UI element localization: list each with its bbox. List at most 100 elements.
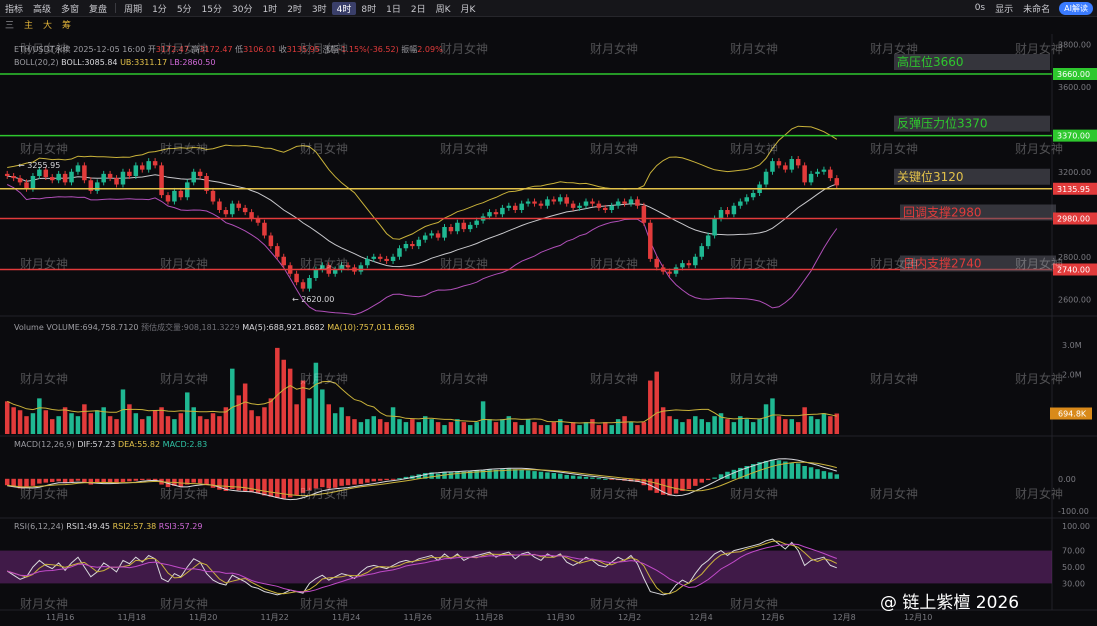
candle-body [693, 256, 698, 266]
toolbar-item-4[interactable]: 周期 [124, 4, 143, 15]
volume-ma-line [6, 380, 837, 424]
volume-bar [403, 422, 409, 434]
x-tick-label: 11月28 [475, 613, 503, 622]
macd-bar [371, 478, 377, 482]
volume-tick-label: 2.0M [1062, 371, 1082, 380]
volume-bar [133, 413, 139, 434]
candle-body [262, 222, 267, 236]
macd-bar [403, 476, 409, 479]
volume-bar [738, 416, 743, 434]
toolbar-item-5[interactable]: 1分 [152, 4, 167, 15]
toolbar-item-17[interactable]: 月K [460, 4, 476, 15]
macd-bar [268, 478, 274, 497]
candle-body [223, 210, 229, 215]
volume-bar [435, 422, 441, 434]
candle-body [127, 171, 132, 176]
candle-body [789, 159, 795, 170]
x-tick-label: 11月26 [404, 613, 432, 622]
account-button[interactable]: 未命名 [1023, 4, 1051, 15]
ai-button[interactable]: AI解读 [1059, 1, 1093, 15]
macd-bar [397, 478, 402, 480]
volume-bar [223, 407, 229, 434]
macd-bar [545, 472, 550, 479]
candle-body [358, 265, 364, 272]
low-label: 低 [235, 45, 244, 54]
volume-bar [686, 419, 692, 434]
toolbar-item-0[interactable]: 指标 [5, 4, 24, 15]
toolbar-item-7[interactable]: 15分 [201, 4, 222, 15]
toolbar-zero[interactable]: 0s [974, 3, 986, 13]
toolbar-item-15[interactable]: 2日 [410, 4, 426, 15]
macd-bar [140, 478, 145, 481]
volume-tick-label: 3.0M [1062, 341, 1082, 350]
candle-body [545, 199, 550, 206]
macd-bar [525, 470, 531, 479]
price-tick-label: 2600.00 [1058, 295, 1091, 304]
volume-bar [609, 425, 614, 434]
candle-body [725, 210, 730, 215]
volume-bar [500, 419, 505, 434]
display-button[interactable]: 显示 [995, 4, 1014, 15]
candle-body [493, 212, 499, 215]
candle-body [622, 201, 627, 204]
macd-bar [345, 478, 351, 486]
drawbar-item-2[interactable]: 大 [43, 20, 53, 31]
volume-bar [603, 422, 608, 434]
macd-bar [242, 478, 248, 491]
rsi-3: RSI3:57.29 [158, 522, 203, 531]
candle-body [519, 203, 524, 210]
macd-bar [320, 478, 325, 488]
volume-value: VOLUME:694,758.7120 [46, 323, 139, 332]
high-label: 高 [191, 45, 200, 54]
candle-body [680, 263, 685, 268]
candle-body [242, 207, 248, 213]
volume-bar [365, 419, 370, 434]
volume-bar [152, 410, 158, 434]
candle-body [564, 197, 569, 204]
macd-bar [94, 478, 100, 484]
toolbar-item-9[interactable]: 1时 [262, 4, 278, 15]
candle-body [114, 178, 119, 185]
volume-bar [429, 419, 434, 434]
drawbar-item-1[interactable]: 主 [24, 20, 34, 31]
rsi2-line [7, 540, 838, 595]
volume-bar [294, 404, 299, 434]
toolbar-item-8[interactable]: 30分 [232, 4, 253, 15]
toolbar-item-6[interactable]: 5分 [176, 4, 192, 15]
drawbar-item-0[interactable]: 三 [5, 20, 15, 31]
candle-body [615, 201, 621, 206]
candle-body [551, 199, 557, 202]
volume-bar [127, 404, 132, 434]
macd-dea-line [7, 461, 837, 497]
macd-bar [56, 478, 61, 482]
toolbar-item-2[interactable]: 多窗 [61, 4, 80, 15]
drawbar-item-3[interactable]: 筹 [62, 20, 72, 31]
volume-bar [281, 359, 286, 434]
volume-bar [159, 407, 164, 434]
boll-lb: LB:2860.50 [169, 58, 216, 67]
volume-bar [635, 425, 640, 434]
macd-bar [352, 478, 357, 485]
toolbar-item-16[interactable]: 周K [435, 4, 451, 15]
toolbar-item-1[interactable]: 高级 [33, 4, 52, 15]
macd-bar [204, 478, 209, 486]
toolbar-item-10[interactable]: 2时 [287, 4, 302, 15]
toolbar-item-3[interactable]: 复盘 [89, 4, 108, 15]
candle-body [467, 224, 473, 230]
macd-bar [641, 478, 647, 486]
toolbar-item-12[interactable]: 4时 [331, 1, 357, 15]
volume-bar [789, 419, 795, 434]
candle-body [339, 265, 344, 270]
candle-body [435, 233, 441, 238]
candle-body [230, 203, 235, 215]
toolbar-item-14[interactable]: 1日 [386, 4, 401, 15]
toolbar-item-13[interactable]: 8时 [361, 4, 377, 15]
candle-body [834, 178, 840, 186]
candle-body [300, 282, 306, 289]
volume-bar [313, 362, 319, 434]
volume-bar [519, 425, 524, 434]
toolbar-item-11[interactable]: 3时 [311, 4, 327, 15]
boll-lower-line [6, 184, 838, 316]
price-tag-label: 3370.00 [1057, 132, 1090, 141]
